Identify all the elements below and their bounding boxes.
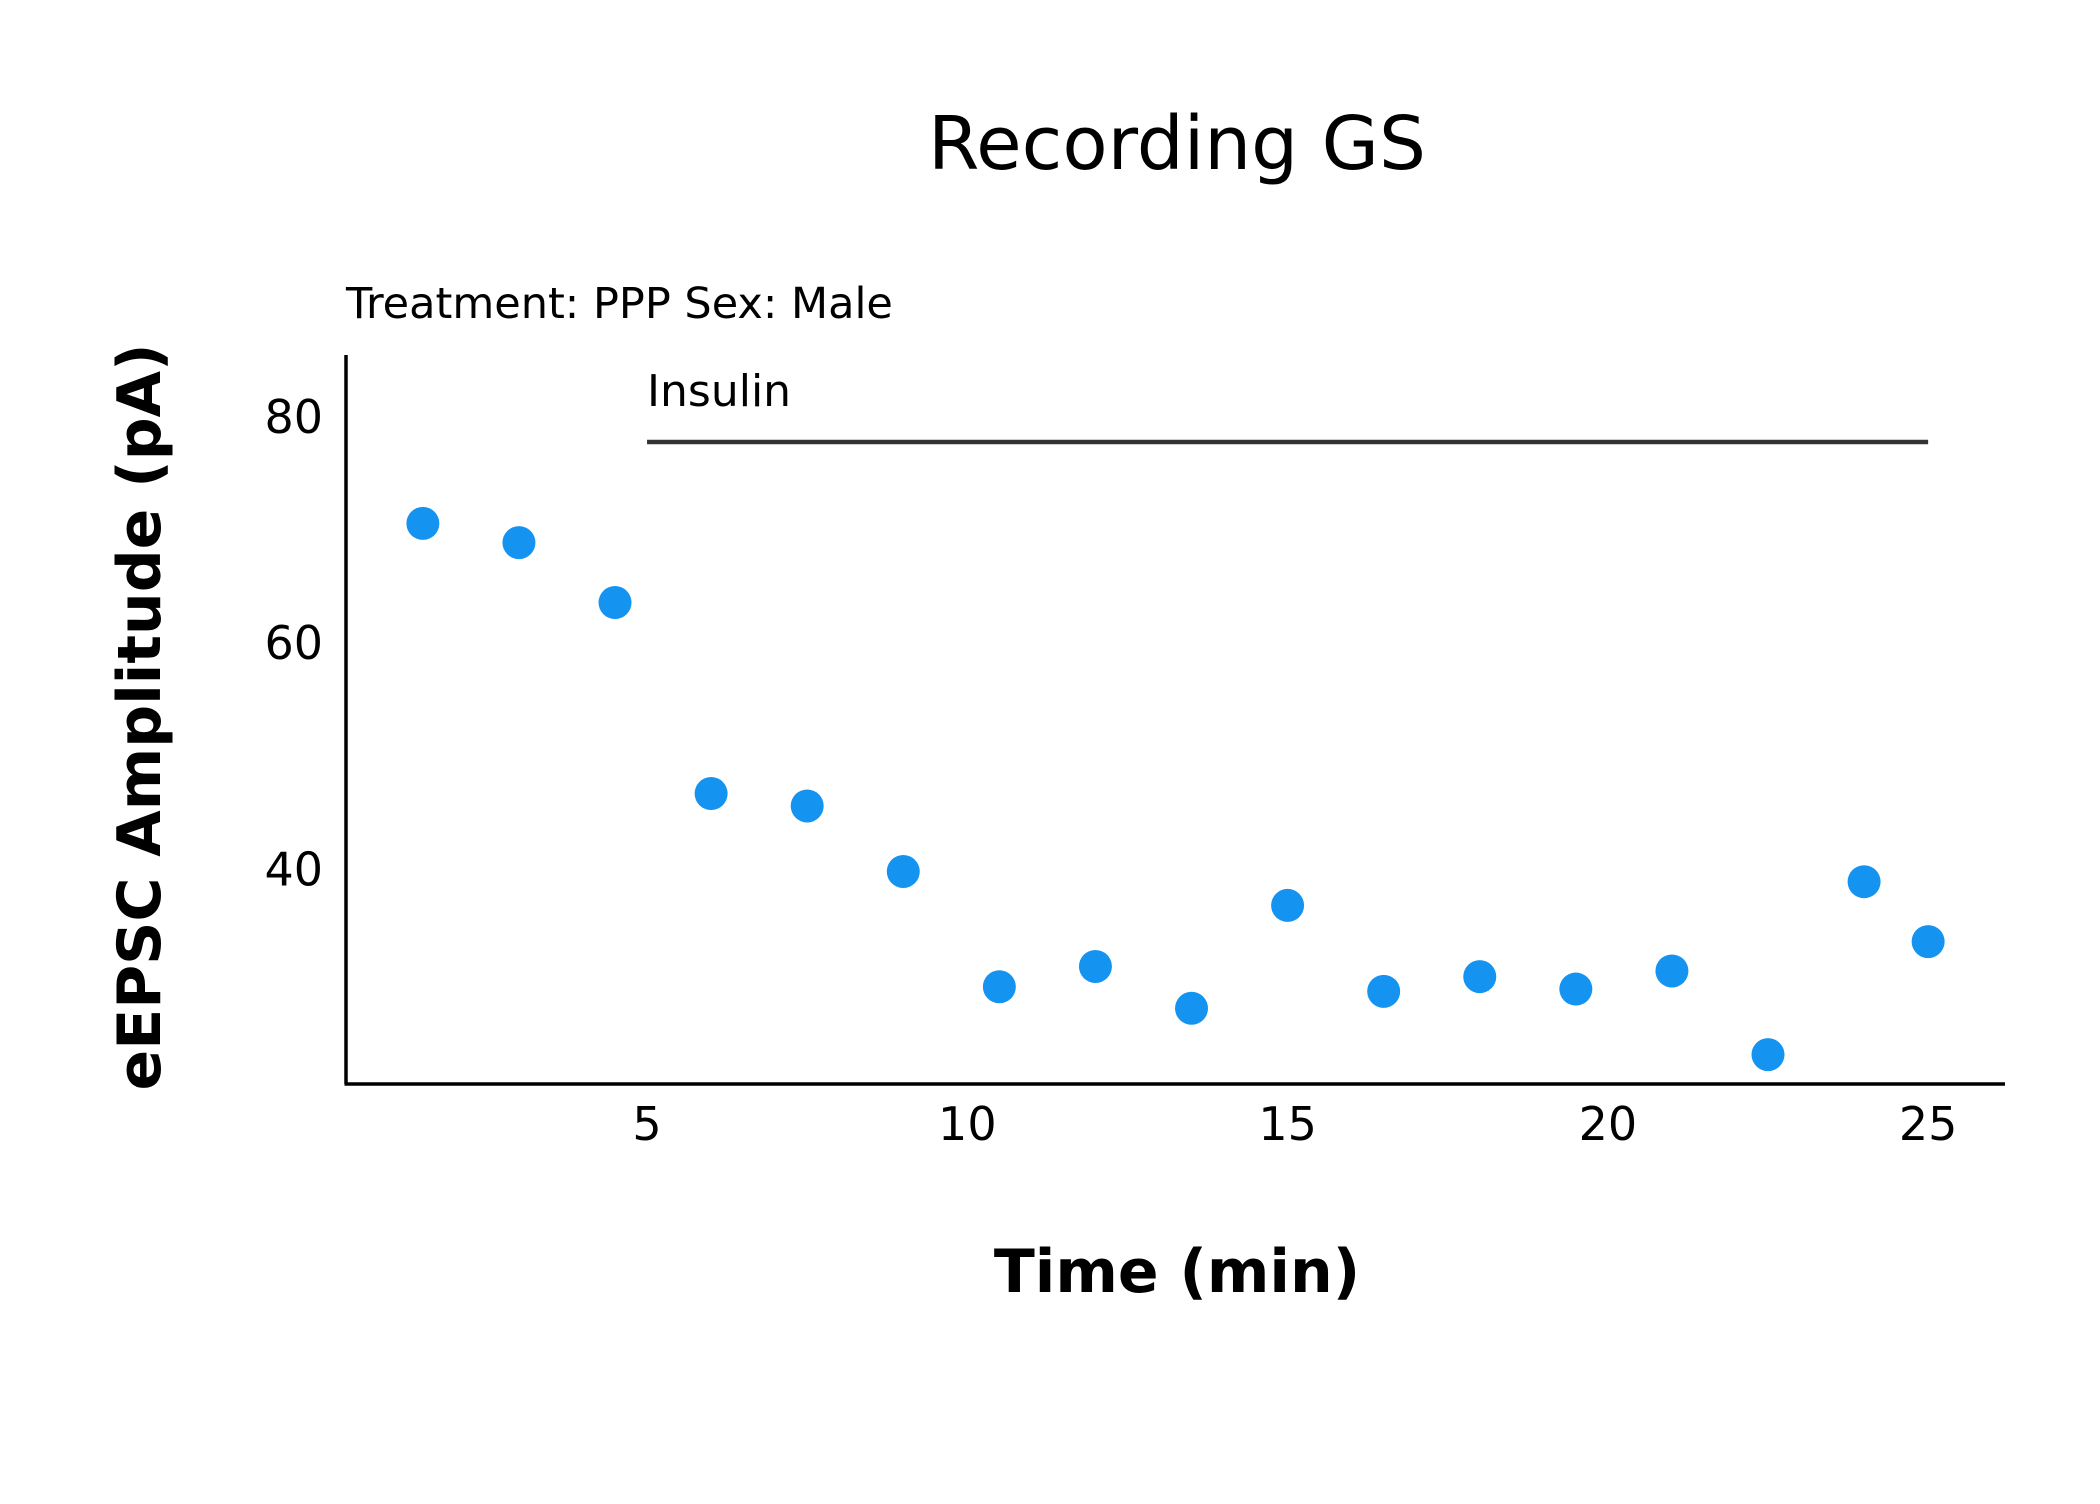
tick-labels: 5 10 15 20 25 40 60 80 <box>264 390 1957 1151</box>
data-point <box>1751 1038 1785 1072</box>
data-point <box>1559 972 1593 1006</box>
x-tick-label: 15 <box>1258 1097 1317 1151</box>
data-point <box>694 777 728 811</box>
data-point <box>502 526 536 560</box>
chart-subtitle: Treatment: PPP Sex: Male <box>345 279 893 329</box>
chart-title: Recording GS <box>928 101 1426 187</box>
x-tick-label: 25 <box>1899 1097 1958 1151</box>
y-tick-label: 80 <box>264 390 323 444</box>
axes <box>344 355 2005 1086</box>
data-point <box>1911 925 1945 959</box>
x-tick-label: 5 <box>632 1097 661 1151</box>
data-point <box>886 855 920 889</box>
x-axis-label: Time (min) <box>994 1237 1360 1307</box>
y-tick-label: 40 <box>264 842 323 896</box>
x-tick-label: 10 <box>938 1097 997 1151</box>
data-point <box>982 970 1016 1004</box>
data-point <box>1847 865 1881 899</box>
data-point <box>598 586 632 620</box>
data-point <box>1655 954 1689 988</box>
data-point <box>1367 974 1401 1008</box>
data-point <box>1271 888 1305 922</box>
insulin-label: Insulin <box>647 366 791 417</box>
data-point <box>406 506 440 540</box>
y-tick-label: 60 <box>264 616 323 670</box>
insulin-annotation: Insulin <box>647 366 1929 445</box>
data-point <box>1175 991 1209 1025</box>
data-point <box>1078 949 1112 983</box>
data-points <box>406 506 1945 1072</box>
data-point <box>790 789 824 823</box>
x-tick-label: 20 <box>1579 1097 1638 1151</box>
y-axis-label: eEPSC Amplitude (pA) <box>105 344 175 1091</box>
data-point <box>1463 960 1497 994</box>
